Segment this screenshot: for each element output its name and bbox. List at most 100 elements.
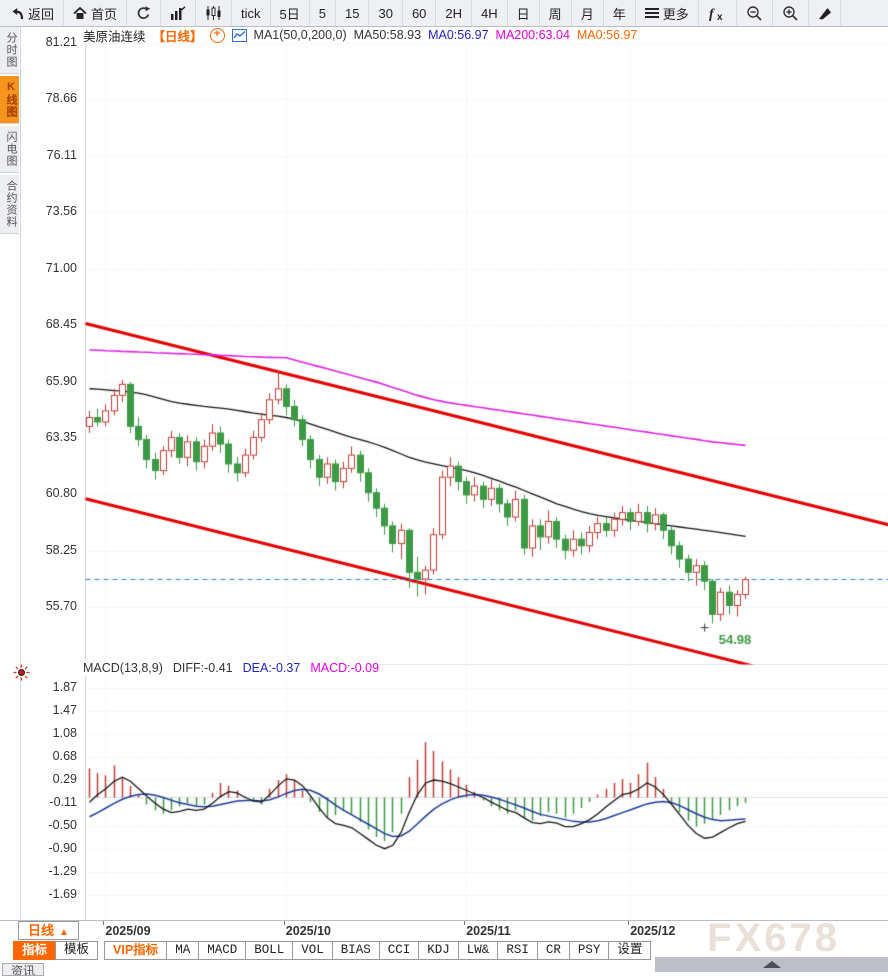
indicator-tab-10[interactable]: LW& [457, 941, 499, 960]
toolbar-item-5d[interactable]: 5日 [271, 0, 310, 26]
toolbar-item-label: 月 [580, 6, 594, 22]
sidebar-tab-2[interactable]: 闪电图 [0, 126, 19, 173]
toolbar-item-label: 2H [445, 5, 463, 21]
time-axis-label: 2025/09 [103, 921, 151, 938]
sidebar-tab-3[interactable]: 合约资料 [0, 175, 19, 234]
menu-icon [644, 7, 659, 19]
period-selector[interactable]: 日线 ▲ [18, 921, 79, 940]
toolbar-item-back[interactable]: 返回 [0, 0, 65, 26]
time-axis-label: 2025/10 [283, 921, 331, 938]
indicator-tab-1[interactable]: 模板 [55, 941, 99, 960]
toolbar-item-chart-bars[interactable] [161, 0, 197, 26]
toolbar-item-m30[interactable]: 30 [369, 0, 403, 26]
indicator-tab-4[interactable]: MACD [198, 941, 247, 960]
toolbar-item-label: 首页 [91, 6, 118, 22]
indicator-tab-7[interactable]: BIAS [331, 941, 380, 960]
toolbar-item-more[interactable]: 更多 [636, 0, 699, 26]
toolbar-item-h4[interactable]: 4H [472, 0, 508, 26]
price-axis-tick: 76.11 [46, 147, 77, 162]
toolbar-item-h2[interactable]: 2H [436, 0, 473, 26]
price-axis-tick: 60.80 [45, 486, 77, 501]
toolbar-item-refresh[interactable] [127, 0, 162, 26]
toolbar-item-zoom-in[interactable] [773, 0, 809, 26]
toolbar-item-m15[interactable]: 15 [336, 0, 370, 26]
top-toolbar: 返回 首页 tick 5日 5 15 30 60 2H 4H 日 周 月 年 更多 f x [0, 0, 888, 27]
add-indicator-icon[interactable] [209, 27, 225, 43]
indicator-tab-11[interactable]: RSI [497, 941, 538, 960]
toolbar-item-label: 5 [318, 5, 326, 21]
toolbar-item-draw[interactable] [809, 0, 841, 26]
instrument-title: 美原油连续 [83, 29, 146, 44]
refresh-icon [136, 5, 151, 21]
time-axis-label: 2025/12 [628, 921, 676, 938]
toolbar-item-label: 30 [378, 5, 393, 21]
sidebar-tab-1[interactable]: K线图 [0, 76, 19, 124]
period-tag: 【日线】 [152, 29, 203, 44]
indicator-tab-14[interactable]: 设置 [608, 941, 652, 960]
toolbar-item-chart-candles[interactable] [196, 0, 233, 26]
indicator-tab-12[interactable]: CR [536, 941, 570, 960]
toolbar-item-month[interactable]: 月 [572, 0, 604, 26]
ma-indicator-icon[interactable] [231, 28, 247, 42]
ma0-blue-value: MA0:56.97 [428, 28, 489, 42]
indicator-tab-0[interactable]: 指标 [13, 941, 57, 960]
bottom-scrollbar[interactable] [655, 957, 888, 972]
macd-header: MACD(13,8,9) DIFF:-0.41 DEA:-0.37 MACD:-… [83, 660, 380, 676]
macd-axis-tick: -0.50 [48, 818, 78, 833]
toolbar-item-tick[interactable]: tick [232, 0, 271, 26]
price-axis-tick: 65.90 [45, 373, 77, 388]
macd-axis-tick: 1.47 [52, 703, 77, 718]
price-axis-tick: 81.21 [45, 35, 77, 49]
svg-text:x: x [717, 12, 723, 21]
macd-axis-tick: 1.87 [52, 680, 77, 695]
toolbar-item-m60[interactable]: 60 [403, 0, 437, 26]
macd-axis-tick: 0.68 [52, 749, 77, 764]
indicator-tab-9[interactable]: KDJ [418, 941, 459, 960]
back-icon [9, 7, 24, 20]
toolbar-item-week[interactable]: 周 [540, 0, 572, 26]
macd-axis-tick: 1.08 [52, 726, 77, 741]
indicator-tab-5[interactable]: BOLL [245, 941, 294, 960]
pen-icon [818, 6, 831, 20]
toolbar-item-home[interactable]: 首页 [64, 0, 128, 26]
price-axis-tick: 78.66 [45, 91, 77, 106]
macd-axis-tick: -1.29 [48, 864, 78, 879]
ma-settings-label: MA1(50,0,200,0) [253, 28, 347, 42]
price-axis-tick: 71.00 [45, 260, 77, 275]
macd-axis-tick: 0.29 [52, 772, 77, 787]
toolbar-item-label: 年 [612, 6, 626, 22]
indicator-settings-icon[interactable] [13, 664, 30, 686]
toolbar-item-m5[interactable]: 5 [310, 0, 336, 26]
macd-settings-label: MACD(13,8,9) [83, 661, 163, 675]
period-selector-label: 日线 [28, 923, 55, 938]
price-axis-tick: 63.35 [45, 430, 77, 445]
macd-dea-value: DEA:-0.37 [242, 661, 301, 675]
indicator-tab-2[interactable]: VIP指标 [104, 941, 168, 960]
price-macd-chart-canvas[interactable] [21, 27, 888, 921]
macd-value: MACD:-0.09 [310, 661, 380, 675]
ma50-value: MA50:58.93 [353, 28, 422, 42]
macd-axis-tick: -0.11 [49, 795, 77, 810]
zoom-out-icon [746, 5, 763, 22]
indicator-tab-3[interactable]: MA [166, 941, 200, 960]
price-axis-tick: 55.70 [45, 599, 77, 614]
candles-icon [205, 6, 222, 20]
indicator-tab-8[interactable]: CCI [378, 941, 420, 960]
toolbar-item-label: 4H [481, 5, 498, 21]
toolbar-item-year[interactable]: 年 [604, 0, 636, 26]
toolbar-item-label: 更多 [662, 6, 689, 22]
bars-icon [170, 6, 186, 20]
svg-text:f: f [709, 7, 715, 21]
news-tab-partial[interactable]: 资讯 [2, 963, 44, 976]
toolbar-item-zoom-out[interactable] [737, 0, 773, 26]
indicator-tab-13[interactable]: PSY [568, 941, 610, 960]
indicator-tab-6[interactable]: VOL [292, 941, 333, 960]
chevron-up-icon: ▲ [59, 927, 69, 938]
toolbar-item-day[interactable]: 日 [508, 0, 540, 26]
sidebar-tab-0[interactable]: 分时图 [0, 27, 19, 74]
toolbar-item-label: tick [241, 5, 261, 21]
home-icon [73, 6, 87, 20]
toolbar-item-label: 返回 [28, 6, 55, 22]
price-chart-header: 美原油连续 【日线】 MA1(50,0,200,0) MA50:58.93 MA… [83, 27, 637, 44]
